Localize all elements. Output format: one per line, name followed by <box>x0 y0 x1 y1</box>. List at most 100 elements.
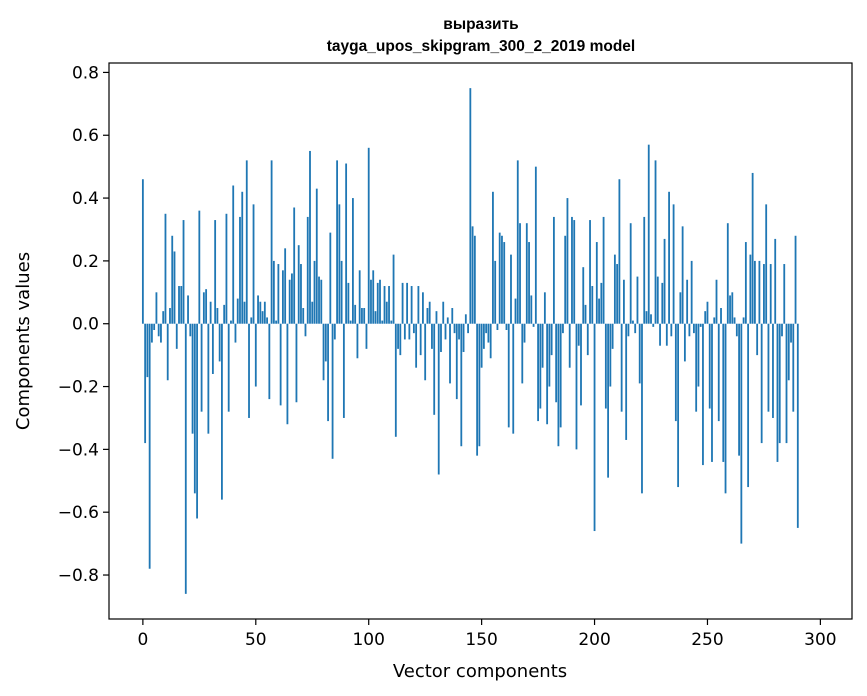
bar-135 <box>446 317 449 324</box>
bar-241 <box>686 279 689 324</box>
bar-63 <box>284 248 287 324</box>
bar-271 <box>753 260 756 324</box>
x-axis-label: Vector components <box>393 661 567 682</box>
bar-69 <box>297 245 300 324</box>
y-tick-label: −0.6 <box>58 503 99 523</box>
bar-266 <box>742 317 745 324</box>
bar-33 <box>216 308 219 324</box>
bar-193 <box>577 323 580 346</box>
bar-243 <box>690 260 693 324</box>
bar-208 <box>611 323 614 349</box>
bar-274 <box>760 323 763 444</box>
bar-209 <box>613 254 616 324</box>
bar-86 <box>336 160 338 324</box>
bar-56 <box>268 323 271 400</box>
bar-105 <box>379 279 381 324</box>
y-tick-label: 0.2 <box>72 252 99 272</box>
bar-113 <box>397 323 399 349</box>
bar-202 <box>598 298 600 324</box>
bar-58 <box>272 260 275 324</box>
bar-118 <box>408 323 411 340</box>
bar-183 <box>555 323 558 403</box>
bar-15 <box>175 323 178 349</box>
bar-184 <box>557 323 560 447</box>
bar-228 <box>656 276 659 324</box>
bar-60 <box>277 264 280 324</box>
bar-250 <box>706 301 709 324</box>
bar-252 <box>711 323 713 462</box>
bar-150 <box>480 323 483 368</box>
bar-126 <box>426 308 429 324</box>
bar-182 <box>552 216 555 324</box>
bar-187 <box>564 235 567 324</box>
bar-152 <box>485 323 488 334</box>
bar-154 <box>489 323 492 359</box>
bar-231 <box>663 238 666 324</box>
bar-201 <box>595 242 598 324</box>
bar-57 <box>270 160 273 324</box>
bar-110 <box>390 320 393 324</box>
bar-240 <box>683 323 686 362</box>
y-tick-label: −0.2 <box>58 378 99 398</box>
bar-137 <box>451 308 454 324</box>
bar-141 <box>460 323 463 447</box>
bar-229 <box>659 323 661 346</box>
bar-207 <box>609 323 612 387</box>
bar-120 <box>412 323 415 334</box>
bar-148 <box>476 323 479 456</box>
bar-91 <box>347 282 350 324</box>
bar-210 <box>616 264 619 324</box>
bar-81 <box>324 323 327 362</box>
bars-group <box>141 88 799 594</box>
bar-264 <box>738 323 740 456</box>
bar-125 <box>424 323 427 381</box>
bar-169 <box>523 323 526 343</box>
bar-6 <box>155 292 158 324</box>
bar-23 <box>193 323 196 494</box>
x-tick-label: 50 <box>245 630 267 650</box>
bar-92 <box>349 320 352 324</box>
bar-227 <box>654 160 657 324</box>
bar-30 <box>209 301 212 324</box>
bar-155 <box>492 191 494 324</box>
bar-254 <box>715 279 718 324</box>
bar-0 <box>141 179 144 324</box>
bar-283 <box>781 323 783 337</box>
bar-149 <box>478 323 481 447</box>
bar-246 <box>697 323 700 387</box>
bar-244 <box>693 323 695 334</box>
chart-title-line-1: выразить <box>443 16 518 33</box>
bar-26 <box>200 323 203 412</box>
bar-190 <box>571 216 573 324</box>
bar-235 <box>672 204 675 324</box>
bar-10 <box>164 213 167 324</box>
bar-54 <box>263 301 266 324</box>
bar-14 <box>173 251 176 324</box>
x-tick-label: 0 <box>137 630 148 650</box>
bar-285 <box>785 323 788 444</box>
y-tick-label: 0.8 <box>72 63 99 83</box>
bar-216 <box>629 223 632 324</box>
bar-160 <box>503 242 506 324</box>
bar-123 <box>419 323 422 356</box>
bar-17 <box>180 286 183 324</box>
bar-76 <box>313 260 316 324</box>
bar-281 <box>776 323 779 462</box>
bar-35 <box>221 323 223 500</box>
bar-211 <box>618 179 621 324</box>
y-tick-label: −0.8 <box>58 566 99 586</box>
bar-27 <box>202 292 205 324</box>
bar-115 <box>401 282 404 324</box>
bar-101 <box>370 279 372 324</box>
bar-248 <box>702 323 704 466</box>
x-tick-label: 100 <box>352 630 384 650</box>
bar-219 <box>636 276 639 324</box>
bar-7 <box>157 323 160 337</box>
bar-213 <box>623 279 625 324</box>
bar-129 <box>433 323 436 415</box>
x-tick-label: 300 <box>804 630 836 650</box>
bar-130 <box>435 311 438 324</box>
bar-153 <box>487 323 490 343</box>
bar-97 <box>361 308 363 324</box>
bar-73 <box>306 216 309 324</box>
